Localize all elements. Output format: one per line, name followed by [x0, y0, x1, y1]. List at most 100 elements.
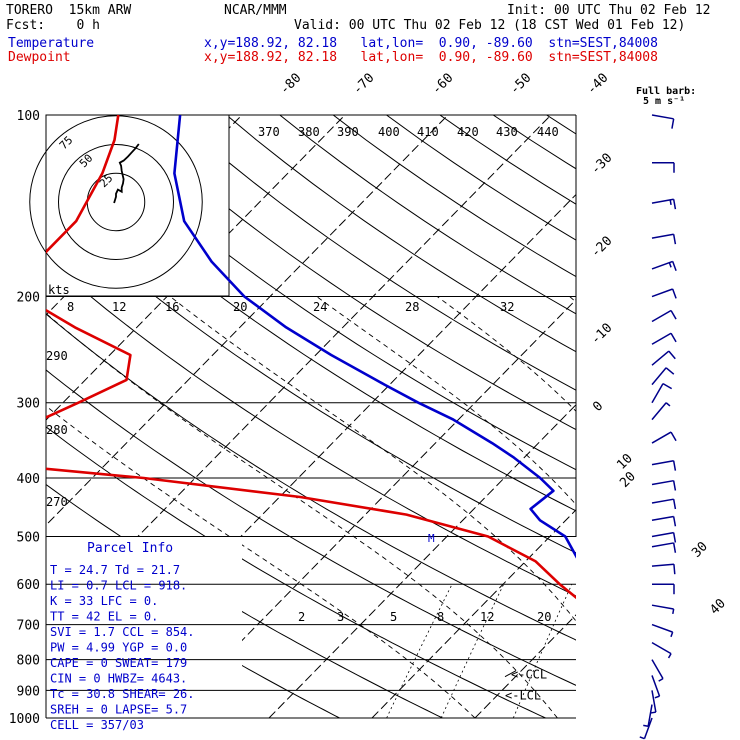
temperature-line	[173, 115, 576, 559]
wind-barb	[651, 350, 676, 366]
wind-barb-flag	[670, 431, 677, 442]
wind-barb	[650, 690, 657, 714]
isotherm-label: -30	[588, 151, 615, 178]
parcel-box-bg	[46, 537, 242, 718]
mixing-ratio-label: 28	[405, 300, 419, 314]
parcel-row: CIN = 0 HWBZ= 4643.	[50, 672, 187, 686]
wind-barb	[651, 531, 677, 543]
mixing-ratio-label: 24	[313, 300, 327, 314]
pressure-label: 800	[17, 654, 40, 669]
mixing-ratio-label: 8	[67, 300, 74, 314]
isotherm-line	[268, 404, 576, 718]
theta-label: 400	[378, 125, 400, 139]
parcel-row: PW = 4.99 YGP = 0.0	[50, 641, 187, 655]
wind-barb-half-flag	[658, 677, 664, 682]
mixing-ratio-label: 5	[390, 610, 397, 624]
wind-barb-staff	[651, 623, 673, 633]
wind-barb-staff	[651, 460, 674, 466]
wind-barb	[651, 675, 661, 699]
wind-barb	[651, 642, 672, 659]
isotherm-line	[165, 298, 576, 718]
theta-label: 370	[258, 125, 280, 139]
wind-barb	[651, 623, 674, 638]
temperature-legend: Temperature	[8, 36, 95, 51]
pressure-label: 600	[17, 578, 40, 593]
mixing-ratio-label: 2	[298, 610, 305, 624]
theta-label: 430	[496, 125, 518, 139]
ccl-tick	[504, 670, 517, 678]
wind-barb-staff	[647, 704, 653, 727]
theta-label: 410	[417, 125, 439, 139]
theta-label: 290	[46, 349, 68, 363]
wind-barb	[651, 402, 671, 421]
wind-barb-flag	[670, 310, 677, 320]
wind-barb	[651, 309, 677, 323]
parcel-title: Parcel Info	[87, 541, 173, 556]
wind-barb-staff	[651, 288, 673, 298]
mixing-ratio-line	[730, 584, 740, 718]
pressure-label: 900	[17, 684, 40, 699]
wind-barb-flag	[672, 199, 677, 210]
wind-barb-staff	[651, 402, 667, 421]
wind-barb-staff	[651, 350, 670, 366]
isotherm-label: -50	[507, 71, 534, 98]
parcel-row: TT = 42 EL = 0.	[50, 610, 158, 624]
wind-barb-staff	[651, 659, 664, 679]
wind-barb	[651, 563, 676, 575]
wind-barb-staff	[651, 542, 674, 548]
dry-adiabat-line	[172, 115, 576, 391]
init-time: Init: 00 UTC Thu 02 Feb 12	[507, 3, 711, 18]
wind-barb-flag	[662, 383, 673, 390]
dry-adiabat-line	[119, 115, 576, 431]
dry-adiabat-line	[707, 115, 740, 718]
wind-barb-staff	[651, 114, 674, 120]
dry-adiabat-line	[279, 115, 576, 315]
parcel-info: Parcel Info T = 24.7 Td = 21.7 LI = 0.7 LC…	[50, 541, 195, 732]
pressure-label: 700	[17, 619, 40, 634]
wind-barb-flag	[672, 532, 677, 543]
dry-adiabat-line	[439, 115, 576, 205]
isotherm-label: -40	[584, 71, 611, 98]
isotherm-label: 0	[590, 399, 606, 415]
dry-adiabat-line	[46, 257, 576, 597]
wind-barb	[651, 367, 675, 386]
dewpoint-line	[46, 115, 576, 600]
wind-barb-staff	[651, 515, 674, 522]
mixing-ratio-label: 20	[537, 610, 551, 624]
full-barb-label: Full barb:	[636, 86, 696, 97]
wind-barb	[651, 515, 677, 527]
wind-barb	[651, 233, 677, 245]
wind-barb-staff	[651, 690, 657, 713]
dewpoint-legend: Dewpoint	[8, 50, 71, 65]
dry-adiabat-line	[600, 115, 740, 718]
wind-barb-staff	[651, 642, 672, 655]
theta-label: 380	[298, 125, 320, 139]
wind-barb-half-flag	[665, 402, 671, 407]
wind-barb-flag	[670, 332, 677, 343]
theta-label: 280	[46, 423, 68, 437]
dry-adiabat-line	[46, 426, 546, 718]
hodograph-ring	[29, 115, 203, 289]
moist-adiabat-line	[695, 297, 740, 719]
wind-barb	[651, 198, 677, 210]
mixing-ratio-label: 16	[165, 300, 179, 314]
wind-barb	[651, 114, 675, 129]
isotherm-label: -60	[429, 71, 456, 98]
ccl-label: <-CCL	[511, 668, 547, 682]
wind-barb	[651, 542, 677, 553]
model-title: TORERO 15km ARW	[6, 3, 132, 18]
wind-barb-flag	[672, 499, 677, 510]
wind-barb-flag	[671, 118, 675, 129]
isotherm-line	[62, 193, 576, 718]
wind-barb	[643, 704, 653, 727]
wind-barb-half-flag	[668, 262, 672, 268]
valid-time: Valid: 00 UTC Thu 02 Feb 12 (18 CST Wed …	[294, 18, 686, 33]
wind-barb-staff	[651, 563, 674, 567]
wind-barb-staff	[651, 531, 674, 538]
parcel-row: SVI = 1.7 CCL = 854.	[50, 625, 195, 639]
pressure-label: 400	[17, 472, 40, 487]
theta-label: 440	[537, 125, 559, 139]
moist-adiabat-line	[316, 296, 576, 506]
wind-barb-staff	[651, 675, 661, 697]
dry-adiabat-line	[46, 369, 576, 686]
